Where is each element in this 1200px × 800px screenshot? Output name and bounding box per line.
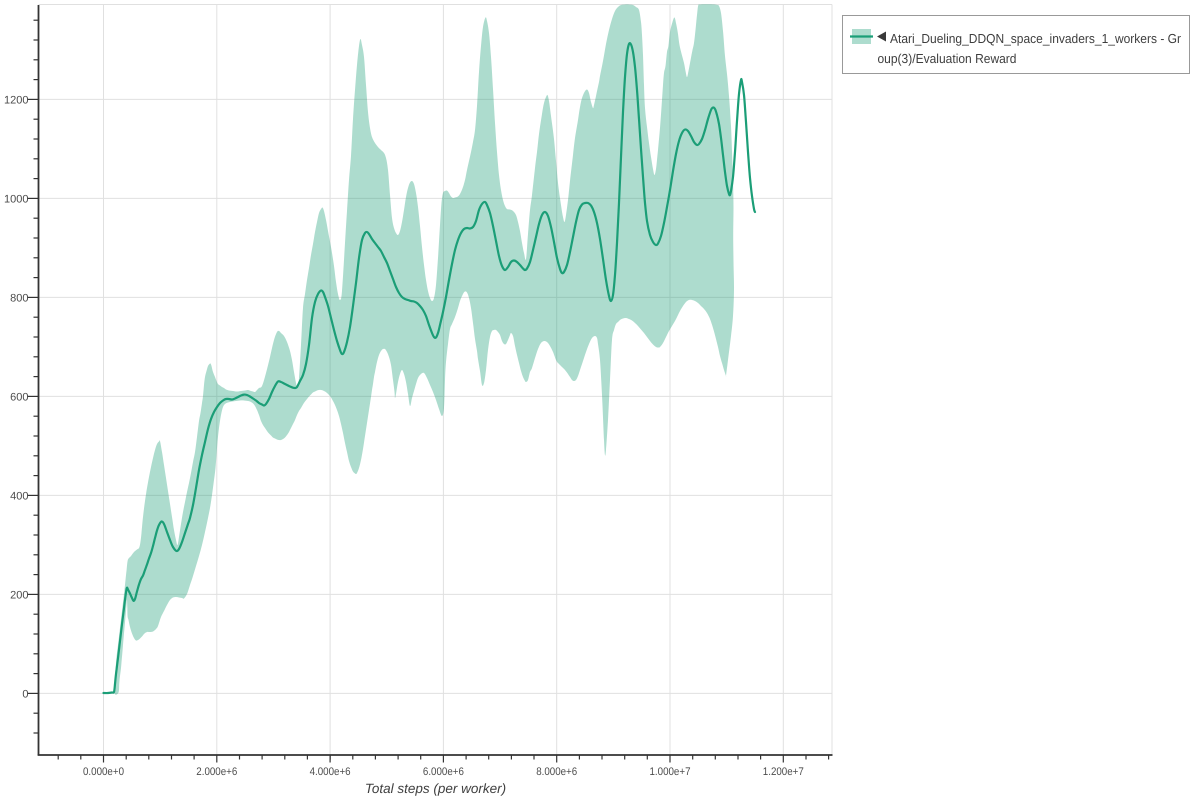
svg-text:4.000e+6: 4.000e+6 [310, 766, 351, 778]
svg-text:Atari_Dueling_DDQN_space_invad: Atari_Dueling_DDQN_space_invaders_1_work… [890, 31, 1182, 46]
svg-text:1000: 1000 [4, 193, 28, 205]
svg-text:6.000e+6: 6.000e+6 [423, 766, 464, 778]
svg-text:Total steps (per worker): Total steps (per worker) [365, 781, 506, 796]
svg-text:200: 200 [10, 589, 28, 601]
svg-text:600: 600 [10, 391, 28, 403]
svg-text:400: 400 [10, 490, 28, 502]
svg-text:1.000e+7: 1.000e+7 [650, 766, 691, 778]
svg-text:1.200e+7: 1.200e+7 [763, 766, 804, 778]
svg-text:0: 0 [22, 688, 28, 700]
svg-text:0.000e+0: 0.000e+0 [83, 766, 124, 778]
svg-text:2.000e+6: 2.000e+6 [196, 766, 237, 778]
svg-text:800: 800 [10, 292, 28, 304]
svg-text:oup(3)/Evaluation Reward: oup(3)/Evaluation Reward [878, 51, 1017, 66]
svg-text:8.000e+6: 8.000e+6 [536, 766, 577, 778]
svg-text:1200: 1200 [4, 94, 28, 106]
